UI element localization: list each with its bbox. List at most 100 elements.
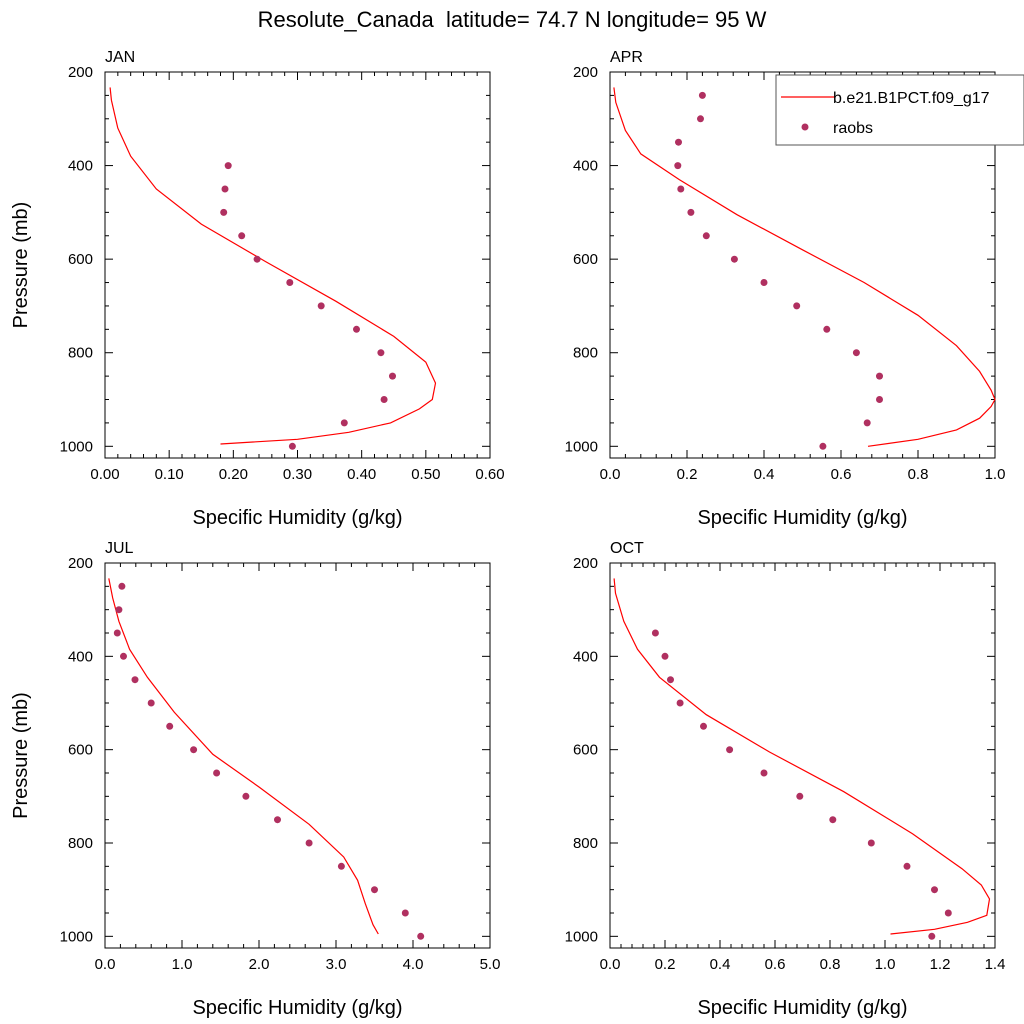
x-tick-label: 0.30 [283,466,312,483]
raobs-point [242,792,250,800]
y-tick-label: 800 [573,835,598,852]
x-tick-label: 0.0 [95,956,116,973]
raobs-point [353,325,360,333]
raobs-point [700,722,707,730]
raobs-point [115,606,123,614]
raobs-point [221,185,229,193]
raobs-point [166,722,174,730]
y-tick-label: 200 [68,64,93,81]
raobs-point [274,816,281,824]
y-axis-label: Pressure (mb) [10,202,32,329]
raobs-point [867,839,875,847]
raobs-point [417,932,425,940]
legend-model-label: b.e21.B1PCT.f09_g17 [833,90,990,107]
raobs-point [667,676,674,684]
legend-box [775,74,1024,146]
raobs-point [340,419,348,427]
plot-frame [609,562,996,949]
raobs-point [697,115,704,123]
raobs-point [760,769,768,777]
raobs-point [288,442,296,450]
y-tick-label: 800 [573,345,598,362]
x-tick-label: 0.10 [155,466,184,483]
panel-jan: JAN 0.00 0.10 0.20 0.30 0.40 0.50 0.60 200 400 600… [10,49,505,529]
x-axis-label: Specific Humidity (g/kg) [697,997,907,1019]
y-tick-label: 1000 [60,438,93,455]
raobs-point [661,652,669,660]
raobs-point [238,232,246,240]
y-tick-label: 400 [68,648,93,665]
x-axis-label: Specific Humidity (g/kg) [192,507,402,529]
x-tick-label: 0.60 [475,466,504,483]
x-axis-label: Specific Humidity (g/kg) [697,507,907,529]
raobs-point [190,746,198,754]
y-tick-label: 200 [68,555,93,572]
raobs-point [213,769,221,777]
y-tick-label: 400 [573,158,598,175]
x-tick-label: 0.8 [908,466,929,483]
raobs-point [819,442,827,450]
y-tick-label: 200 [573,64,598,81]
y-tick-label: 600 [573,742,598,759]
panel-apr: APR 0.0 0.2 0.4 0.6 0.8 1.0 200 400 600 800 1000 Spe… [565,49,1006,529]
x-tick-label: 1.0 [172,956,193,973]
panel-title: JUL [105,540,134,557]
raobs-point [876,396,883,403]
x-tick-label: 0.0 [600,466,621,483]
raobs-point [876,372,883,380]
raobs-point [931,886,938,894]
raobs-point [131,676,139,684]
y-tick-label: 1000 [565,928,598,945]
raobs-point [702,232,710,240]
y-tick-label: 600 [68,251,93,268]
legend-obs-label: raobs [833,120,873,137]
model-line [108,578,379,935]
raobs-point [677,185,685,193]
plot-frame [609,71,996,459]
raobs-point [675,138,682,146]
x-axis-label: Specific Humidity (g/kg) [192,997,402,1019]
raobs-point [852,349,860,357]
x-tick-label: 1.4 [985,956,1006,973]
model-line [613,578,991,935]
y-tick-label: 1000 [565,438,598,455]
x-tick-label: 1.0 [985,466,1006,483]
x-tick-label: 0.6 [765,956,786,973]
x-tick-label: 2.0 [249,956,270,973]
raobs-point [305,839,313,847]
raobs-point [726,746,734,754]
legend: b.e21.B1PCT.f09_g17 raobs [775,74,1024,146]
y-tick-label: 800 [68,345,93,362]
raobs-point [823,325,831,333]
x-tick-label: 0.0 [600,956,621,973]
x-tick-label: 0.00 [90,466,119,483]
y-axis-label: Pressure (mb) [10,692,32,819]
raobs-point [928,932,936,940]
raobs-point [380,396,388,403]
x-tick-label: 0.20 [219,466,248,483]
raobs-point [730,255,738,263]
raobs-point [796,792,804,800]
raobs-point [317,302,325,310]
raobs-point [389,372,396,380]
panels: JAN 0.00 0.10 0.20 0.30 0.40 0.50 0.60 200 400 600… [10,49,1005,1019]
y-tick-label: 600 [68,742,93,759]
panel-jul: JUL 0.0 1.0 2.0 3.0 4.0 5.0 200 400 600 800 1000 Spe… [10,540,500,1019]
x-tick-label: 5.0 [480,956,501,973]
raobs-point [377,349,385,357]
raobs-point [118,582,126,590]
raobs-point [224,162,232,170]
raobs-point [220,208,228,216]
x-tick-label: 0.2 [677,466,698,483]
y-tick-label: 800 [68,835,93,852]
x-tick-label: 0.4 [710,956,731,973]
raobs-point [674,162,682,170]
plot-frame [104,562,491,949]
raobs-point [401,909,409,917]
x-tick-label: 3.0 [326,956,347,973]
raobs-point [120,652,127,660]
raobs-point [793,302,801,310]
raobs-point [147,699,155,707]
y-tick-label: 600 [573,251,598,268]
